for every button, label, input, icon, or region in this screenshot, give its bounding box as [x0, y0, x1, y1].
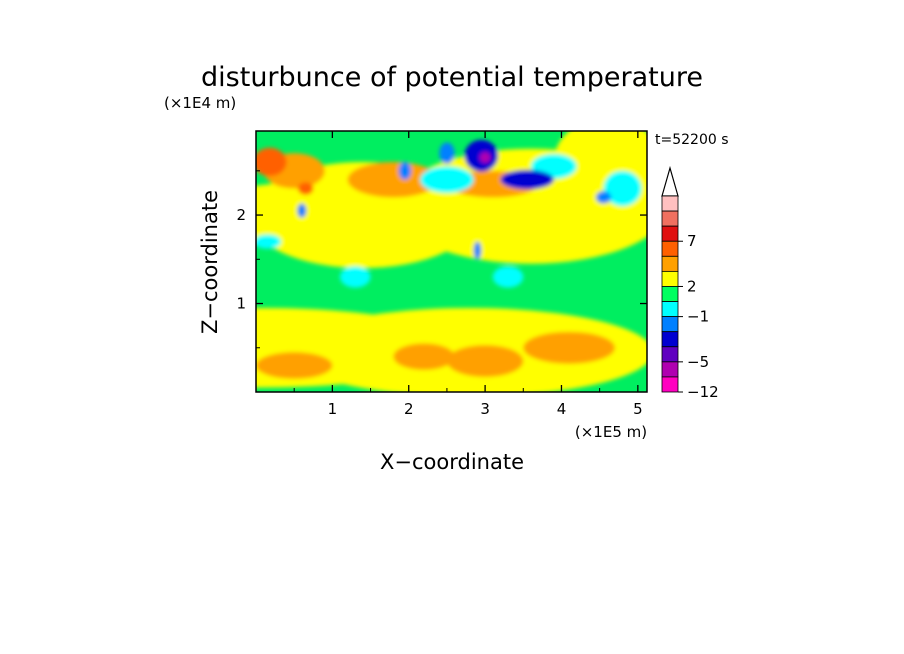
colorbar-band — [661, 346, 679, 363]
contour-region — [420, 166, 474, 193]
x-axis-label: X−coordinate — [380, 450, 524, 474]
x-tick-label: 5 — [633, 400, 643, 418]
colorbar-band — [661, 210, 679, 227]
contour-region — [393, 343, 455, 370]
colorbar-band — [661, 331, 679, 348]
chart-title: disturbunce of potential temperature — [201, 62, 703, 93]
x-tick-label: 4 — [557, 400, 567, 418]
contour-field — [256, 131, 647, 392]
colorbar-label: 2 — [687, 277, 697, 295]
colorbar-band — [661, 225, 679, 242]
contour-region — [256, 352, 333, 379]
contour-region — [473, 241, 482, 260]
contour-region — [492, 266, 524, 288]
contour-region — [256, 184, 348, 247]
colorbar-band — [661, 255, 679, 272]
contour-region — [523, 331, 615, 364]
y-scale-note: (×1E4 m) — [164, 94, 236, 112]
colorbar-band — [661, 195, 679, 212]
contour-region — [347, 161, 440, 198]
x-axis: 1 2 3 4 5 — [293, 131, 643, 418]
contour-region — [398, 161, 412, 180]
contour-region — [256, 147, 287, 177]
colorbar-label: 7 — [687, 232, 697, 250]
contour-region — [595, 191, 612, 204]
colorbar-band — [661, 270, 679, 287]
colorbar-band — [661, 316, 679, 333]
x-tick-label: 2 — [404, 400, 414, 418]
colorbar-band — [661, 301, 679, 318]
colorbar-band — [661, 361, 679, 378]
x-scale-note: (×1E5 m) — [575, 423, 647, 441]
contour-region — [340, 266, 371, 288]
y-axis: 12 — [236, 170, 647, 349]
colorbar-band — [661, 240, 679, 257]
colorbar-band — [661, 376, 679, 393]
colorbar-label: −12 — [687, 383, 719, 401]
y-axis-label: Z−coordinate — [198, 190, 222, 334]
colorbar-extend-arrow — [661, 165, 679, 197]
y-tick-label: 2 — [236, 206, 246, 224]
plot-frame — [255, 130, 648, 393]
contour-region — [298, 182, 314, 195]
contour-region — [479, 152, 491, 163]
colorbar-label: −5 — [687, 353, 709, 371]
colorbar: 7 2 −1 −5 −12 — [661, 165, 719, 401]
y-tick-label: 1 — [236, 295, 246, 313]
contour-region — [603, 170, 642, 207]
contour-region — [446, 345, 524, 377]
colorbar-label: −1 — [687, 308, 709, 326]
contour-region — [500, 169, 554, 190]
time-label: t=52200 s — [655, 132, 729, 148]
contour-region — [297, 203, 307, 218]
x-tick-label: 1 — [328, 400, 338, 418]
contour-region — [439, 142, 455, 164]
colorbar-band — [661, 286, 679, 302]
contour-region — [256, 234, 282, 249]
contour-regions — [256, 131, 647, 392]
x-tick-label: 3 — [480, 400, 490, 418]
